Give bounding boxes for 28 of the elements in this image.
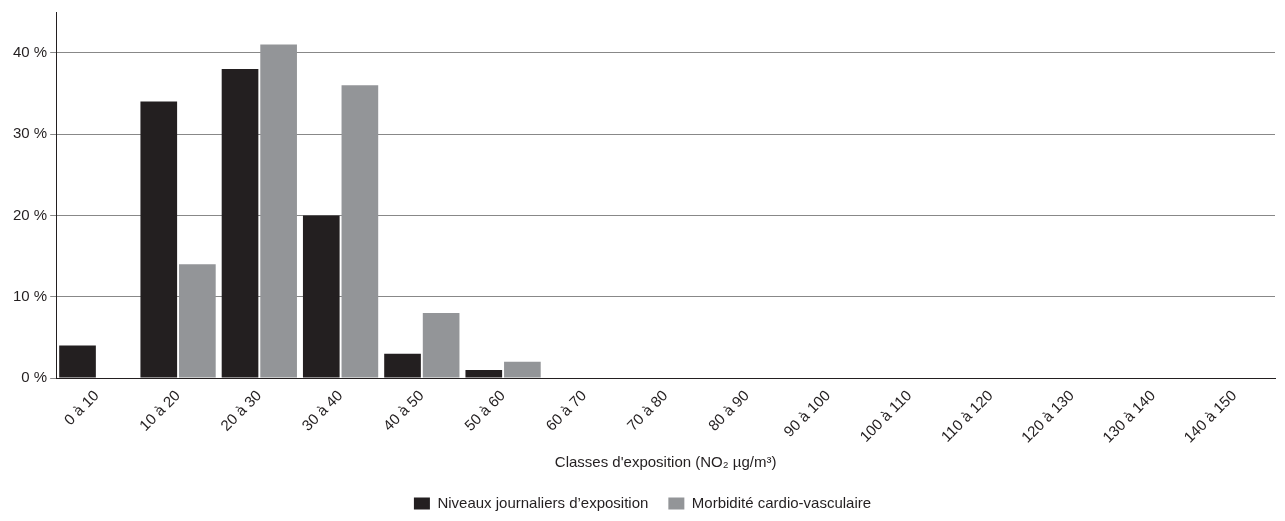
x-tick-label: 30 à 40 — [298, 386, 346, 434]
bar — [504, 361, 541, 378]
x-tick-label: 60 à 70 — [541, 386, 590, 434]
y-tick-label: 30 % — [12, 124, 48, 142]
bar — [179, 264, 216, 378]
x-tick-label: 70 à 80 — [623, 386, 671, 434]
x-tick-label: 20 à 30 — [216, 386, 265, 434]
x-tick-label: 90 à 100 — [779, 386, 834, 440]
x-tick-label: 40 à 50 — [379, 386, 427, 434]
bar — [260, 44, 297, 378]
bar — [341, 85, 379, 378]
x-tick-label: 100 à 110 — [855, 386, 915, 445]
x-tick-label: 140 à 150 — [1180, 386, 1240, 446]
x-tick-label: 0 à 10 — [60, 386, 102, 428]
y-tick-label: 20 % — [12, 205, 48, 223]
x-tick-label: 120 à 130 — [1017, 386, 1077, 446]
legend-label: Morbidité cardio-vasculaire — [691, 493, 872, 511]
y-tick-label: 10 % — [12, 286, 48, 304]
x-tick-label: 110 à 120 — [937, 386, 996, 445]
x-tick-label: 80 à 90 — [704, 386, 752, 434]
x-tick-label: 50 à 60 — [460, 386, 509, 434]
x-tick-label: 10 à 20 — [135, 386, 184, 434]
y-tick-label: 40 % — [12, 42, 48, 60]
y-tick-label: 0 % — [21, 368, 48, 386]
legend-label: Niveaux journaliers d’exposition — [437, 493, 649, 511]
x-tick-label: 130 à 140 — [1098, 386, 1159, 446]
x-axis-title: Classes d'exposition (NO₂ µg/m³) — [554, 453, 777, 471]
bar — [422, 313, 460, 378]
